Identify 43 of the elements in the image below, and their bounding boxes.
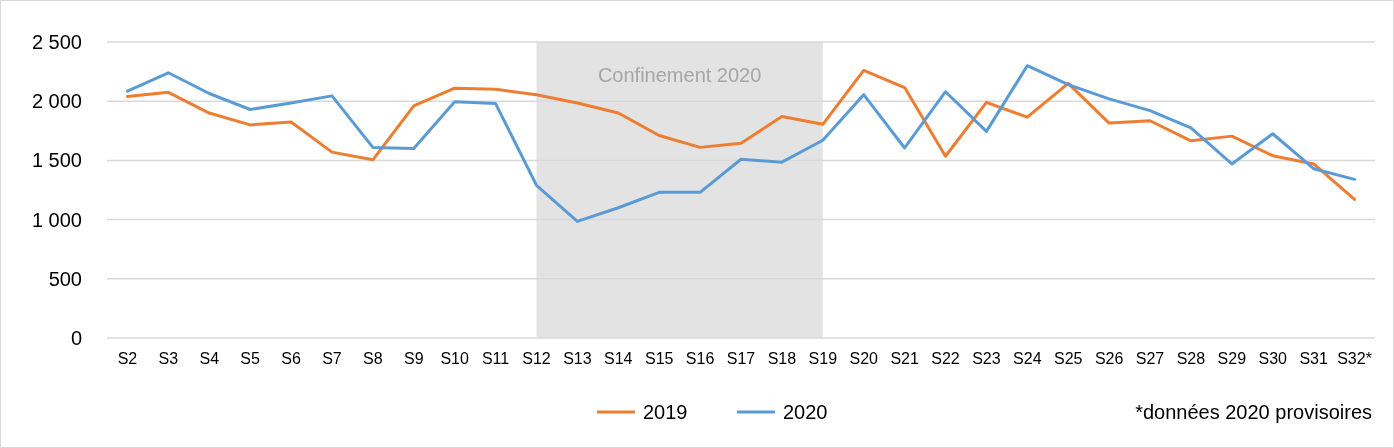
x-tick-label: S2 xyxy=(117,350,138,367)
x-tick-label: S30 xyxy=(1258,350,1288,367)
x-tick-label: S11 xyxy=(481,350,510,367)
text: *données 2020 provisoires xyxy=(1135,401,1372,423)
x-tick-label: S15 xyxy=(644,350,674,367)
x-tick-label: S23 xyxy=(972,350,1001,367)
x-tick-label: S32* xyxy=(1337,350,1372,367)
x-tick-label: S3 xyxy=(158,350,179,367)
y-tick-label: 2 500 xyxy=(31,31,82,53)
x-tick-label: S6 xyxy=(281,350,301,367)
x-tick-label: S28 xyxy=(1176,350,1206,367)
x-tick-label: S4 xyxy=(199,350,220,367)
x-tick-label: S19 xyxy=(808,350,838,367)
x-tick-label: S16 xyxy=(685,350,715,367)
x-tick-label: S29 xyxy=(1217,350,1247,367)
y-tick-label: 2 000 xyxy=(31,90,82,113)
line-series xyxy=(125,64,1357,223)
x-tick-label: S20 xyxy=(849,350,879,367)
x-tick-label: S12 xyxy=(522,350,551,367)
y-tick-label: 1 000 xyxy=(31,208,82,231)
x-tick-label: S18 xyxy=(767,350,797,367)
x-tick-label: S13 xyxy=(563,350,592,367)
x-tick-label: S31 xyxy=(1299,350,1328,367)
line-series xyxy=(125,68,1357,201)
x-tick-label: S27 xyxy=(1135,350,1165,367)
x-tick-label: S24 xyxy=(1013,350,1042,367)
x-tick-label: S17 xyxy=(726,350,756,367)
x-tick-label: S22 xyxy=(931,350,960,367)
x-tick-label: S7 xyxy=(322,350,342,367)
legend-label: 2019 xyxy=(643,401,688,423)
x-tick-label: S14 xyxy=(604,350,633,367)
x-tick-label: S10 xyxy=(440,350,470,367)
legend-label: 2020 xyxy=(783,401,828,423)
y-tick-label: 0 xyxy=(70,327,82,349)
x-tick-label: S26 xyxy=(1094,350,1124,367)
y-tick-label: 500 xyxy=(48,267,82,290)
x-tick-label: S21 xyxy=(890,350,919,367)
x-tick-label: S5 xyxy=(240,350,261,367)
x-tick-label: S9 xyxy=(403,350,424,367)
band-label: Confinement 2020 xyxy=(597,64,762,86)
y-tick-label: 1 500 xyxy=(31,149,82,172)
x-tick-label: S25 xyxy=(1053,350,1083,367)
x-tick-label: S8 xyxy=(363,350,383,367)
